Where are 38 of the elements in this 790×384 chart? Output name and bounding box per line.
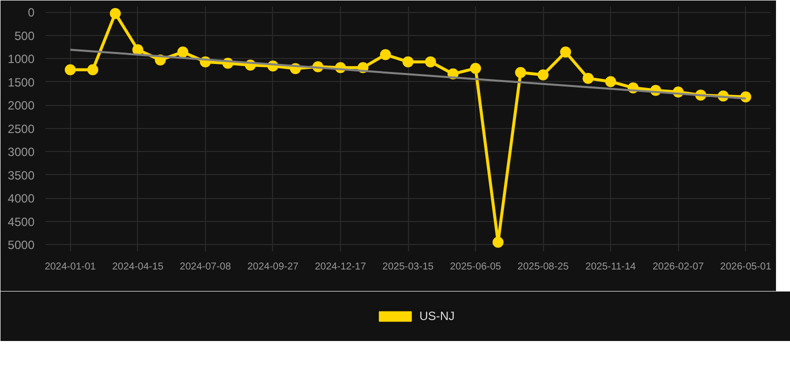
- point: [425, 56, 436, 68]
- x-tick-label: 2024-12-17: [314, 262, 366, 272]
- point: [64, 64, 76, 76]
- point: [515, 67, 526, 78]
- y-tick-label: 1500: [8, 75, 35, 90]
- x-tick-label: 2024-04-15: [112, 262, 164, 272]
- point: [132, 44, 144, 56]
- point: [402, 56, 414, 68]
- x-tick-label: 2025-03-15: [382, 262, 434, 272]
- y-tick-label: 5000: [8, 238, 35, 252]
- y-tick-label: 2500: [8, 122, 35, 136]
- point: [110, 8, 121, 19]
- x-tick-label: 2026-05-01: [720, 262, 772, 272]
- y-tick-label: 1000: [8, 52, 35, 66]
- point: [560, 46, 572, 58]
- point: [492, 236, 504, 248]
- point: [582, 72, 594, 84]
- point: [380, 49, 391, 60]
- point: [177, 46, 188, 58]
- y-tick-label: 4500: [8, 214, 35, 229]
- y-tick-label: 0: [28, 6, 35, 20]
- x-tick-label: 2025-11-14: [585, 262, 636, 272]
- point: [605, 76, 616, 88]
- y-tick-label: 2000: [8, 98, 35, 113]
- point: [87, 64, 98, 76]
- legend-label: US-NJ: [419, 309, 455, 323]
- x-tick-label: 2025-06-05: [450, 262, 502, 272]
- x-tick-label: 2024-09-27: [247, 262, 299, 272]
- x-tick-label: 2026-02-07: [652, 262, 704, 272]
- x-tick-label: 2025-08-25: [518, 262, 570, 272]
- y-tick-label: 3000: [8, 145, 35, 160]
- x-tick-label: 2024-01-01: [44, 262, 96, 272]
- y-tick-label: 3500: [8, 168, 35, 182]
- y-tick-label: 4000: [8, 192, 35, 206]
- y-tick-label: 500: [14, 28, 35, 43]
- point: [538, 69, 549, 80]
- x-tick-label: 2024-07-08: [180, 262, 232, 272]
- point: [470, 62, 482, 74]
